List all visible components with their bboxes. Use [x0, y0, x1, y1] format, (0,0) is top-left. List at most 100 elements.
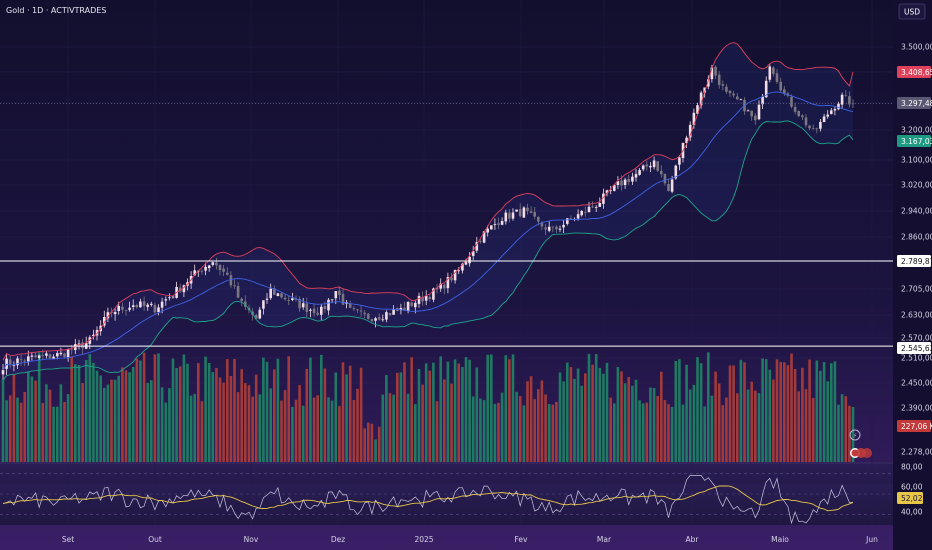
volume-bar: [793, 369, 797, 462]
alert-icon[interactable]: ⚡: [849, 429, 861, 441]
volume-bar: [450, 383, 453, 462]
volume-bar: [783, 362, 786, 462]
candle-body: [406, 302, 410, 311]
volume-bar: [602, 373, 605, 462]
events-flag-icon[interactable]: [850, 448, 872, 458]
candle-body: [23, 360, 26, 362]
volume-bar: [81, 383, 84, 462]
volume-bar: [204, 356, 207, 462]
candle-body: [815, 128, 819, 130]
candle-body: [403, 307, 406, 311]
candle-body: [797, 111, 800, 116]
volume-bar: [681, 404, 685, 462]
volume-bar: [815, 360, 819, 462]
volume-bar: [16, 397, 19, 462]
volume-bar: [634, 379, 638, 462]
candle-body: [135, 305, 139, 308]
candle-body: [692, 112, 696, 126]
volume-bar: [623, 383, 627, 462]
price-badge-label: 227,06 K: [901, 422, 932, 431]
volume-bar: [330, 400, 334, 462]
candle-body: [714, 66, 717, 76]
candle-body: [685, 137, 688, 143]
volume-bar: [471, 396, 475, 462]
candle-body: [182, 285, 186, 293]
candle-body: [131, 305, 135, 307]
volume-bar: [171, 358, 175, 462]
volume-bar: [207, 363, 211, 462]
volume-bar: [837, 404, 840, 462]
candle-body: [497, 223, 500, 225]
candle-body: [193, 270, 196, 276]
volume-bar: [135, 358, 139, 462]
currency-button[interactable]: USD: [898, 3, 926, 20]
volume-bar: [374, 439, 377, 462]
candle-body: [30, 355, 34, 357]
candle-body: [576, 214, 580, 219]
volume-bar: [186, 363, 189, 462]
candle-body: [146, 304, 149, 307]
candle-body: [533, 212, 536, 217]
price-tick-label: 2.278,00: [901, 448, 932, 457]
bollinger-band-fill: [3, 42, 853, 381]
candle-body: [70, 349, 73, 351]
volume-bar: [750, 381, 753, 462]
volume-bar: [320, 354, 323, 462]
time-tick-label: Mar: [597, 535, 612, 544]
volume-bar: [396, 372, 399, 462]
candle-body: [562, 224, 565, 228]
volume-bar: [8, 395, 12, 462]
volume-bar: [146, 382, 149, 462]
volume-bar: [728, 365, 732, 462]
volume-bar: [139, 360, 142, 462]
candle-body: [623, 179, 627, 185]
volume-bar: [822, 362, 826, 462]
volume-bar: [533, 399, 536, 462]
volume-bar: [757, 393, 761, 462]
volume-bar: [497, 402, 500, 462]
volume-bar: [27, 371, 30, 462]
volume-bar: [309, 357, 312, 462]
volume-bar: [551, 404, 555, 462]
rsi-value-badge: [897, 492, 923, 504]
candle-body: [804, 117, 808, 126]
volume-bar: [178, 366, 182, 462]
volume-bar: [182, 354, 186, 462]
volume-bar: [638, 400, 641, 462]
volume-bar: [153, 354, 157, 462]
candle-body: [779, 81, 782, 91]
volume-bar: [779, 361, 782, 462]
volume-bar: [500, 392, 504, 462]
price-badge: [897, 66, 931, 78]
volume-bar: [30, 376, 34, 462]
volume-bar: [518, 396, 522, 462]
volume-bar: [323, 368, 327, 462]
volume-bar: [106, 384, 110, 462]
candle-body: [330, 299, 334, 301]
volume-bar: [74, 364, 77, 462]
volume-bar: [772, 379, 775, 462]
volume-bar: [269, 388, 272, 462]
volume-bar: [801, 367, 804, 462]
candle-body: [334, 291, 338, 299]
candle-body: [421, 296, 424, 302]
volume-bar: [341, 362, 345, 462]
volume-bar: [48, 389, 52, 462]
candle-body: [323, 306, 327, 309]
candle-body: [613, 184, 616, 191]
candle-body: [717, 74, 721, 85]
candle-body: [399, 308, 403, 311]
price-badge: [897, 135, 931, 147]
candle-body: [479, 241, 482, 242]
volume-bar: [645, 402, 649, 462]
candle-body: [363, 312, 366, 315]
volume-bar: [594, 354, 598, 462]
candle-body: [178, 287, 182, 292]
volume-bar: [490, 354, 493, 462]
volume-bar: [660, 371, 663, 462]
candle-body: [826, 114, 829, 117]
volume-bar: [811, 398, 815, 462]
candle-body: [254, 315, 258, 319]
